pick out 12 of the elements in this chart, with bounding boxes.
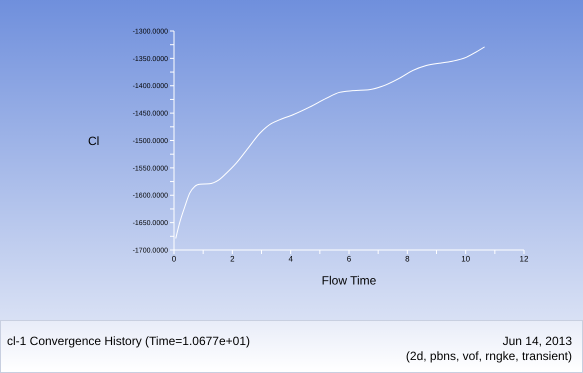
x-tick-label: 10 bbox=[461, 254, 471, 264]
x-tick-label: 12 bbox=[520, 254, 529, 264]
y-axis-title: Cl bbox=[88, 134, 100, 148]
x-tick-label: 8 bbox=[405, 254, 410, 264]
x-tick-label: 2 bbox=[230, 254, 236, 264]
x-tick-label: 4 bbox=[288, 254, 294, 264]
text: (2d, pbns, vof, rngke, transient) bbox=[406, 349, 572, 363]
x-tick-label: 6 bbox=[346, 254, 352, 264]
text: cl-1 Convergence History (Time=1.0677e+01) bbox=[7, 334, 250, 348]
text: Jun 14, 2013 bbox=[502, 334, 572, 348]
x-axis-title: Flow Time bbox=[322, 274, 377, 288]
x-tick-label: 0 bbox=[172, 254, 177, 264]
